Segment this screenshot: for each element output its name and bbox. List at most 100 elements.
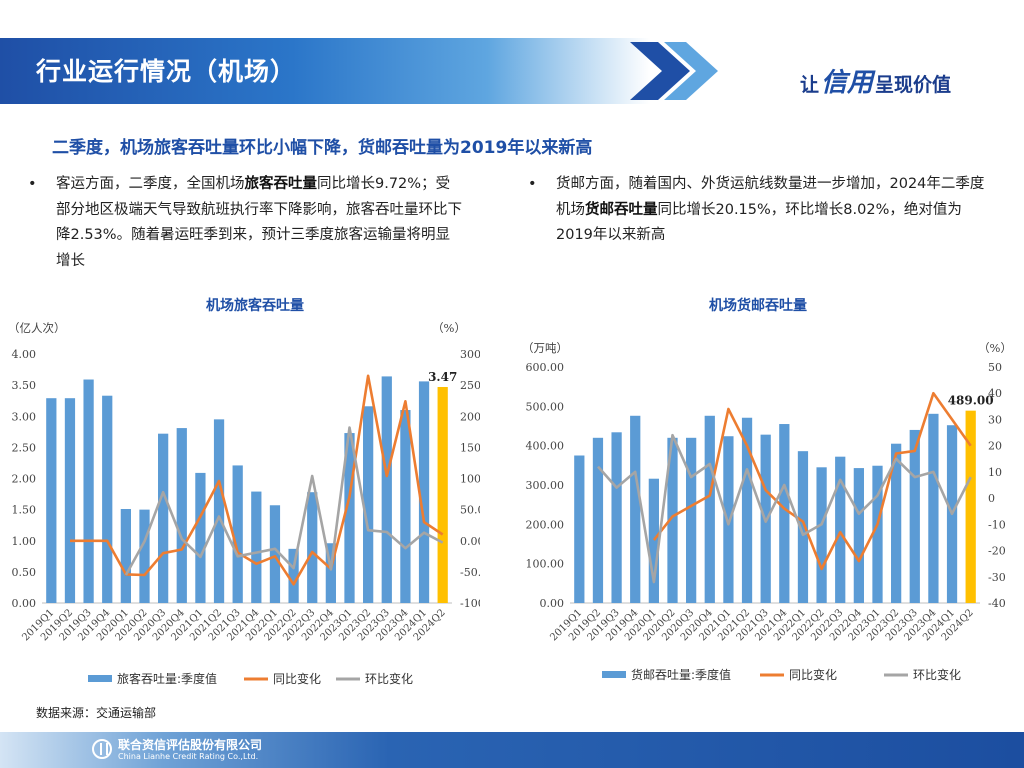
y-tick-label: 2.50 [12,441,37,454]
chevron-arrows-icon [630,42,718,100]
footer-company-english: China Lianhe Credit Rating Co.,Ltd. [118,752,259,761]
y-tick-label: 600.00 [526,361,565,374]
y-tick-label: 1.00 [12,535,37,548]
bullet-text-part2: 同比增长9.72%；受部分地区极端天气导致航班执行率下降影响，旅客吞吐量环比下降… [56,176,462,269]
y2-tick-label: 20 [988,440,1002,453]
footer-company-name: 联合资信评估股份有限公司 [118,738,263,752]
bar [686,437,697,603]
bar [592,437,604,603]
y2-tick-label: 150.00 [460,441,480,454]
y-tick-label: 1.50 [12,504,37,517]
bar [611,432,622,603]
bullet-cargo: • 货邮方面，随着国内、外货运航线数量进一步增加，2024年二季度机场货邮吞吐量… [528,172,986,249]
y2-tick-label: 250.00 [460,379,480,392]
y-tick-label: 4.00 [12,348,37,361]
y-tick-label: 500.00 [526,400,565,413]
y2-tick-label: -50.00 [460,566,480,579]
qoq-line [597,433,972,584]
y2-tick-label: -20 [988,545,1006,558]
y2-tick-label: -30 [988,571,1006,584]
bar [909,429,920,603]
y2-tick-label: 50 [988,361,1002,374]
y-tick-label: 0.50 [12,566,37,579]
bullet-dot-icon: • [528,176,537,192]
bar [102,395,113,603]
chart-title: 机场旅客吞吐量 [206,297,304,314]
y-tick-label: 3.00 [12,410,37,423]
bar [797,451,809,603]
bar [64,398,76,603]
y2-tick-label: -100.00 [460,597,480,610]
bar [630,415,641,603]
y2-tick-label: 10 [988,466,1002,479]
bar [891,443,902,603]
yoy-line [70,374,444,586]
bullet-passenger: • 客运方面，二季度，全国机场旅客吞吐量同比增长9.72%；受部分地区极端天气导… [28,172,464,274]
company-logo-icon [92,739,112,759]
passenger-chart: 机场旅客吞吐量 （亿人次） （%） 0.00 0.50 1.00 1.50 2.00 2.… [8,297,481,686]
header-banner: 行业运行情况（机场） 让信用 呈现价值 [0,38,1024,104]
legend-qoq-label: 环比变化 [365,671,413,686]
bar [251,491,262,603]
y-tick-label: 200.00 [526,518,565,531]
bar [965,410,976,603]
slogan-big: 信用 [821,68,874,98]
footer-bar: 联合资信评估股份有限公司 China Lianhe Credit Rating … [0,732,1024,768]
bar [195,472,206,603]
y2-tick-label: -40 [988,597,1006,610]
bar [83,379,94,603]
right-axis-unit: （%） [432,321,466,335]
bullet-text-part1: 客运方面，二季度，全国机场 [56,176,245,192]
bar [363,406,374,603]
qoq-line [124,426,444,576]
legend-bar-label: 旅客吞吐量:季度值 [117,671,217,686]
y-tick-label: 0.00 [12,597,37,610]
y2-tick-label: 40 [988,387,1002,400]
bar [381,376,392,603]
bar [46,398,57,603]
bar [574,455,585,603]
left-axis-unit: （亿人次） [8,321,66,335]
bar [269,505,281,603]
section-subtitle: 二季度，机场旅客吞吐量环比小幅下降，货邮吞吐量为2019年以来新高 [52,138,593,158]
y2-tick-label: 100.00 [460,473,480,486]
legend-bar-label: 货邮吞吐量:季度值 [631,667,731,682]
y-tick-label: 0.00 [540,597,565,610]
y2-tick-label: -10 [988,518,1006,531]
left-axis-unit: （万吨） [522,341,568,355]
yoy-line [652,391,972,571]
page-title: 行业运行情况（机场） [36,57,297,86]
bar [816,467,827,603]
y2-tick-label: 30 [988,413,1002,426]
data-source: 数据来源：交通运输部 [36,706,157,720]
chart-title: 机场货邮吞吐量 [709,297,807,314]
bar [723,436,734,603]
bar [418,381,430,603]
bar [344,433,355,603]
y-tick-label: 400.00 [526,440,565,453]
plot-area: 0.00 100.00 200.00 300.00 400.00 500.00 600.00… [526,361,1006,643]
cargo-chart: 机场货邮吞吐量 （万吨） （%） 0.00 100.00 200.00 300.00 4… [522,297,1012,682]
y-tick-label: 2.00 [12,473,37,486]
bar [437,386,448,603]
bar [139,509,150,603]
bar [741,417,753,603]
y-tick-label: 3.50 [12,379,37,392]
last-value-label: 489.00 [948,394,994,408]
plot-area: 0.00 0.50 1.00 1.50 2.00 2.50 3.00 3.50 4.00 -100… [12,348,481,643]
bar [307,492,318,603]
legend-yoy-label: 同比变化 [789,667,837,682]
legend-qoq-label: 环比变化 [913,667,961,682]
bullet-text-part2: 同比增长20.15%，环比增长8.02%，绝对值为2019年以来新高 [556,201,962,244]
bar [872,465,883,603]
legend-bar-swatch [88,675,112,682]
title-band: 行业运行情况（机场） [0,38,650,104]
bar [158,433,169,603]
y2-tick-label: 300.00 [460,348,480,361]
bar [667,437,678,603]
bar [835,456,846,603]
y-tick-label: 300.00 [526,479,565,492]
bar [853,468,864,603]
y2-tick-label: 200.00 [460,410,480,423]
bar [928,413,939,603]
